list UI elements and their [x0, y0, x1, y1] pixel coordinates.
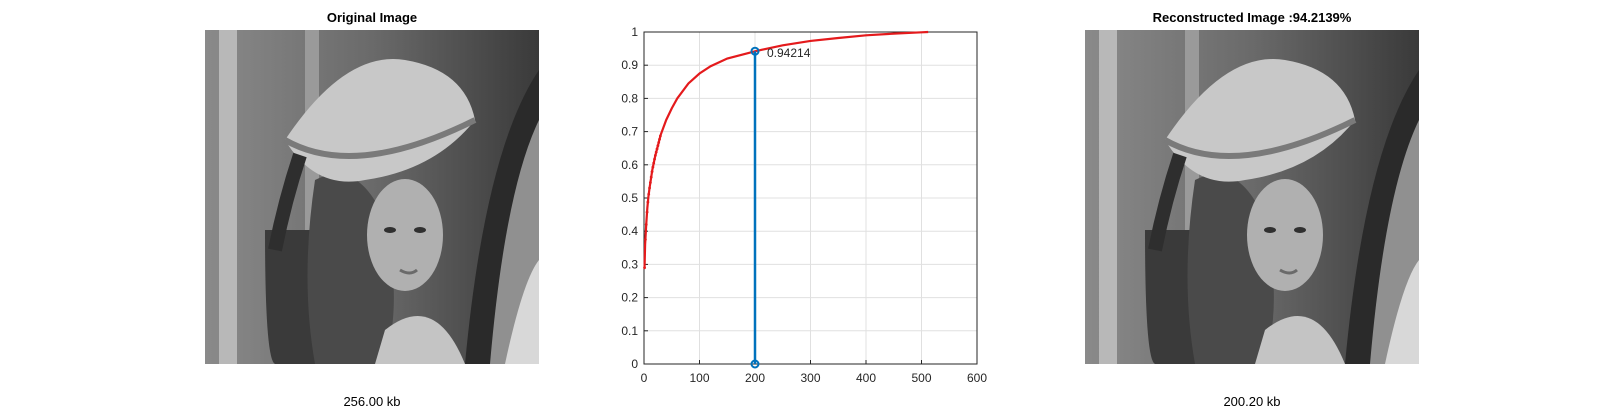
- curve-point: [648, 186, 651, 190]
- x-tick-label: 200: [745, 371, 765, 385]
- curve-point: [644, 223, 648, 226]
- x-tick-label: 300: [800, 371, 820, 385]
- curve-point: [649, 175, 653, 179]
- curve-point: [645, 210, 649, 214]
- original-image: [205, 30, 539, 364]
- grid: [643, 31, 978, 365]
- curve-point: [643, 266, 646, 270]
- original-image-title: Original Image: [326, 10, 418, 25]
- data-label: 0.94214: [767, 46, 811, 60]
- stem-top-marker: [750, 46, 760, 56]
- y-tick-label: 0.5: [621, 191, 638, 205]
- x-tick-label: 0: [641, 371, 648, 385]
- y-tick-label: 0.7: [621, 125, 638, 139]
- y-tick-label: 0.1: [621, 324, 638, 338]
- series: [643, 30, 929, 369]
- curve-point: [658, 134, 662, 138]
- x-tick-label: 400: [856, 371, 876, 385]
- axis-ticks: 0 100 200 300 400 500 600 0 0.1 0.2 0.3 0.4 0.5 0.6 0.…: [621, 25, 987, 385]
- portrait-photo-original: [205, 30, 539, 364]
- curve-point: [657, 141, 661, 144]
- curve-point: [653, 157, 656, 161]
- x-tick-label: 600: [967, 371, 987, 385]
- y-tick-label: 0.2: [621, 291, 638, 305]
- y-tick-label: 0.6: [621, 158, 638, 172]
- reconstructed-image-title: Reconstructed Image :94.2139%: [1152, 10, 1352, 25]
- y-tick-label: 0.9: [621, 58, 638, 72]
- curve-point: [648, 181, 652, 184]
- curve-point: [647, 192, 651, 196]
- y-tick-label: 0.8: [621, 91, 638, 105]
- y-tick-label: 0.4: [621, 224, 638, 238]
- curve-point: [652, 161, 656, 165]
- curve-point: [654, 150, 658, 154]
- portrait-photo-reconstructed: [1085, 30, 1419, 364]
- cumulative-energy-chart: 0 100 200 300 400 500 600 0 0.1 0.2 0.3 0.4 0.5 0.6 0.…: [621, 25, 987, 385]
- original-size-label: 256.00 kb: [343, 394, 401, 409]
- curve-point: [658, 137, 661, 141]
- cumulative-curve-markers: [643, 134, 662, 270]
- curve-point: [656, 144, 660, 148]
- x-tick-label: 100: [689, 371, 709, 385]
- curve-point: [646, 200, 650, 204]
- reconstructed-size-label: 200.20 kb: [1223, 394, 1281, 409]
- annotations: 0.94214: [767, 46, 811, 60]
- cumulative-curve-line: [643, 30, 929, 268]
- y-tick-label: 1: [631, 25, 638, 39]
- x-tick-label: 500: [911, 371, 931, 385]
- y-tick-label: 0: [631, 357, 638, 371]
- reconstructed-image: [1085, 30, 1419, 364]
- curve-point: [653, 154, 657, 157]
- curve-point: [643, 238, 647, 241]
- curve-point: [650, 170, 654, 174]
- y-tick-label: 0.3: [621, 257, 638, 271]
- curve-point: [651, 165, 655, 169]
- curve-point: [655, 147, 659, 151]
- stem-base-marker: [750, 359, 760, 369]
